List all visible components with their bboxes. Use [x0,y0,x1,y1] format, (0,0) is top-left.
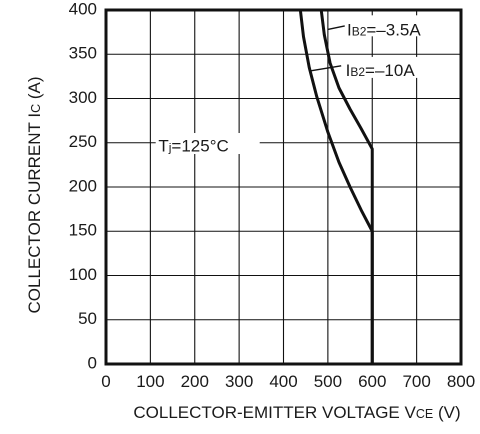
y-tick-label-150: 150 [69,221,97,240]
tick-layer: 0 50 100 150 200 250 300 350 400 0 100 200 300 400 500… [69,0,476,391]
x-tick-label-100: 100 [136,372,164,391]
x-tick-label-600: 600 [358,372,386,391]
x-tick-label-800: 800 [447,372,475,391]
y-tick-label-0: 0 [88,353,97,372]
annotation-bg-ib2-3p5a [345,15,444,37]
y-tick-label-50: 50 [78,309,97,328]
axis-label-x: COLLECTOR-EMITTER VOLTAGE VCE (V) [133,403,460,422]
series-line-0 [106,8,374,364]
axis-label-layer: COLLECTOR-EMITTER VOLTAGE VCE (V) COLLECT… [25,76,461,422]
plot-frame [104,8,463,366]
series-line-1 [106,8,374,364]
annotation-bg-tj [155,133,260,155]
x-tick-label-500: 500 [314,372,342,391]
annotation-bg-ib2-10a [343,56,436,78]
annotation-label-ib2-10a: IB2=–10A [346,61,416,80]
annotation-label-tj-125c: Tj=125°C [158,136,228,155]
y-tick-label-350: 350 [69,44,97,63]
y-tick-label-200: 200 [69,176,97,195]
x-tick-label-200: 200 [181,372,209,391]
annotation-leader-ib2-3p5a [327,25,345,31]
y-tick-label-300: 300 [69,88,97,107]
frame-layer [104,8,463,366]
y-tick-label-100: 100 [69,265,97,284]
x-tick-label-0: 0 [101,372,110,391]
annotation-label-ib2-3p5a: IB2=–3.5A [347,20,421,39]
x-tick-label-400: 400 [269,372,297,391]
annotation-leader-ib2-10a [309,65,342,72]
axis-label-y: COLLECTOR CURRENT IC (A) [25,76,44,313]
x-tick-label-700: 700 [402,372,430,391]
y-tick-label-250: 250 [69,132,97,151]
x-tick-label-300: 300 [225,372,253,391]
annotation-layer: IB2=–3.5A IB2=–10A Tj=125°C [155,15,444,155]
series-layer [106,8,374,364]
y-tick-label-400: 400 [69,0,97,18]
